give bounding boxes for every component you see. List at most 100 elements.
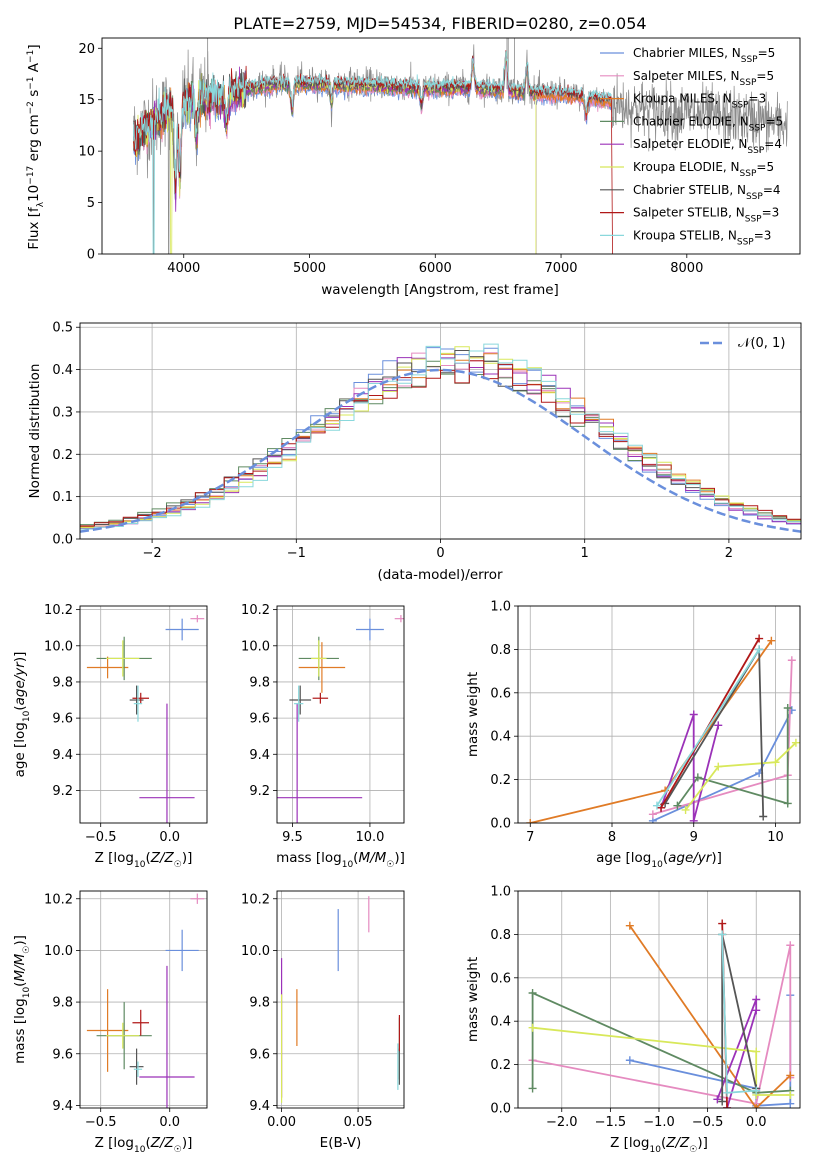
y-tick-label: 1.0 <box>490 885 511 900</box>
weight-marker <box>752 1047 761 1056</box>
plot-area <box>86 893 205 1108</box>
weight-marker <box>689 710 698 719</box>
y-tick-label: 1.0 <box>490 600 511 615</box>
weight-marker <box>713 1095 722 1104</box>
weight-line <box>532 1026 791 1096</box>
weight-marker <box>528 988 537 997</box>
legend: Chabrier MILES, NSSP=5 Salpeter MILES, NS… <box>600 46 783 247</box>
weight-marker <box>689 816 698 823</box>
x-tick-label: −2 <box>143 546 162 561</box>
y-tick-label: 9.6 <box>249 1047 270 1062</box>
x-tick-label: 8000 <box>670 261 703 276</box>
x-tick-label: −0.5 <box>85 830 117 845</box>
x-tick-label: −0.5 <box>85 1115 117 1130</box>
axes-frame <box>276 890 405 1109</box>
y-tick-label: 9.6 <box>249 712 270 727</box>
weight-marker <box>714 762 723 771</box>
plot-area <box>133 38 788 254</box>
y-tick-label: 10.0 <box>44 639 73 654</box>
x-axis-label: Z [log10(Z/Z☉)] <box>610 1135 708 1155</box>
weight-line <box>660 714 720 822</box>
mass-weight-vs-age-panel: 7 8 9 10 0.0 0.2 0.4 0.6 0.8 1.0 age [log10(age/yr… <box>465 600 801 870</box>
y-tick-label: 9.6 <box>52 1047 73 1062</box>
weight-line <box>656 648 760 807</box>
y-tick-label: 10 <box>78 145 95 160</box>
legend-label: 𝒩(0, 1) <box>738 336 785 351</box>
y-tick-label: 10.0 <box>241 944 270 959</box>
x-tick-label: 0 <box>436 546 444 561</box>
weight-marker <box>625 921 634 930</box>
y-tick-label: 0 <box>87 248 95 263</box>
weight-marker <box>714 721 723 730</box>
x-tick-label: −1.0 <box>643 1115 675 1130</box>
weight-marker <box>786 1071 795 1080</box>
legend-label: Salpeter MILES, NSSP=5 <box>633 69 774 88</box>
legend-label: Chabrier STELIB, NSSP=4 <box>633 183 781 202</box>
y-tick-label: 0.3 <box>52 405 73 420</box>
y-tick-label: 9.2 <box>249 784 270 799</box>
axes-frame <box>79 322 802 540</box>
weight-line <box>684 742 797 811</box>
weight-marker <box>693 773 702 782</box>
weight-marker <box>528 1084 537 1093</box>
y-tick-label: 0.6 <box>490 686 511 701</box>
weight-marker <box>723 1088 732 1097</box>
x-axis-label: age [log10(age/yr)] <box>596 850 722 870</box>
histogram-step <box>80 346 801 529</box>
y-tick-label: 0.2 <box>490 1058 511 1073</box>
weight-line <box>629 925 791 1108</box>
x-tick-label: −0.5 <box>692 1115 724 1130</box>
axes-frame <box>79 605 208 824</box>
weight-marker <box>786 941 795 950</box>
y-tick-label: 20 <box>78 42 95 57</box>
x-tick-label: 7 <box>526 830 534 845</box>
y-tick-label: 0.2 <box>490 773 511 788</box>
y-tick-label: 0.5 <box>52 321 73 336</box>
x-tick-label: 10.0 <box>355 830 384 845</box>
axes-frame <box>79 890 208 1109</box>
x-tick-label: 0.0 <box>746 1115 767 1130</box>
age-vs-mass-panel: 9.5 10.0 9.2 9.4 9.6 9.8 10.0 10.2 mass [log10(M… <box>241 603 405 870</box>
weight-marker <box>752 1006 761 1015</box>
weight-marker <box>718 919 727 928</box>
x-tick-label: −1 <box>287 546 306 561</box>
weight-marker <box>786 1099 795 1108</box>
x-tick-label: 1 <box>581 546 589 561</box>
y-axis-label: Normed distribution <box>27 364 43 499</box>
ebv-panel: 0.00 0.05 9.4 9.6 9.8 10.0 10.2 E(B-V) <box>241 890 405 1151</box>
y-axis-label: Flux [fλ10−17 erg cm−2 s−1 A−1] <box>26 44 46 249</box>
weight-marker <box>771 758 780 767</box>
figure-title: PLATE=2759, MJD=54534, FIBERID=0280, z=0… <box>233 14 646 33</box>
normal-curve <box>80 368 801 533</box>
weight-marker <box>657 803 666 812</box>
x-axis-label: Z [log10(Z/Z☉)] <box>95 1135 193 1155</box>
y-tick-label: 0.0 <box>52 533 73 548</box>
legend-label: Kroupa STELIB, NSSP=3 <box>633 228 771 247</box>
x-tick-label: −1.5 <box>595 1115 627 1130</box>
histogram-step <box>80 343 801 530</box>
x-tick-label: 7000 <box>544 261 577 276</box>
x-axis-label: wavelength [Angstrom, rest frame] <box>321 282 559 298</box>
plot-area <box>277 615 404 823</box>
legend-label: Chabrier ELODIE, NSSP=5 <box>633 114 783 133</box>
x-tick-label: 2 <box>725 546 733 561</box>
weight-marker <box>723 1104 732 1108</box>
x-tick-label: 5000 <box>293 261 326 276</box>
x-tick-label: 6000 <box>419 261 452 276</box>
x-tick-label: 9 <box>690 830 698 845</box>
x-tick-label: 9.5 <box>282 830 303 845</box>
y-tick-label: 9.8 <box>249 675 270 690</box>
x-tick-label: 0.0 <box>159 1115 180 1130</box>
y-tick-label: 0.4 <box>490 730 511 745</box>
spectrum-panel: 4000 5000 6000 7000 8000 0 5 10 15 20 Chabrier MIL… <box>26 37 801 298</box>
plot-area <box>526 634 800 823</box>
axes-frame <box>276 605 405 824</box>
y-tick-label: 15 <box>78 93 95 108</box>
weight-marker <box>718 930 727 939</box>
weight-marker <box>787 656 796 665</box>
plot-area <box>280 896 401 1103</box>
y-tick-label: 0.1 <box>52 490 73 505</box>
y-tick-label: 9.8 <box>52 996 73 1011</box>
weight-line <box>532 945 792 1105</box>
